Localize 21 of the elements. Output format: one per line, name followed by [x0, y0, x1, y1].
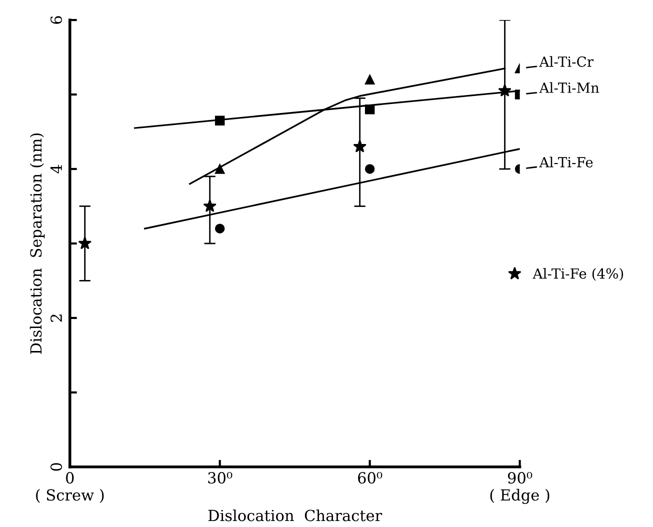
y-tick-label: 0: [50, 463, 62, 471]
point: [214, 164, 225, 174]
legend-label: Al-Ti-Mn: [539, 82, 600, 93]
y-tick-label: 4: [50, 164, 62, 174]
point: [203, 199, 216, 212]
point: [78, 236, 92, 250]
x-tick-label: 90⁰ ( Edge ): [490, 472, 550, 504]
x-tick-label: 0 ( Screw ): [36, 472, 104, 503]
y-tick-label: 6: [50, 16, 62, 24]
point: [214, 224, 225, 234]
y-axis-title: Dislocation Separation (nm): [30, 133, 45, 354]
point: [353, 140, 366, 152]
point: [364, 74, 375, 84]
x-tick-label: 60⁰: [358, 472, 382, 484]
x-axis-title: Dislocation Character: [208, 509, 382, 522]
point: [364, 164, 375, 174]
legend-label: Al-Ti-Cr: [539, 56, 594, 67]
legend-label: Al-Ti-Fe: [539, 156, 593, 168]
legend-label: Al-Ti-Fe (4%): [532, 268, 624, 281]
y-tick-label: 2: [50, 314, 62, 322]
x-tick-label: 30⁰: [208, 472, 232, 484]
